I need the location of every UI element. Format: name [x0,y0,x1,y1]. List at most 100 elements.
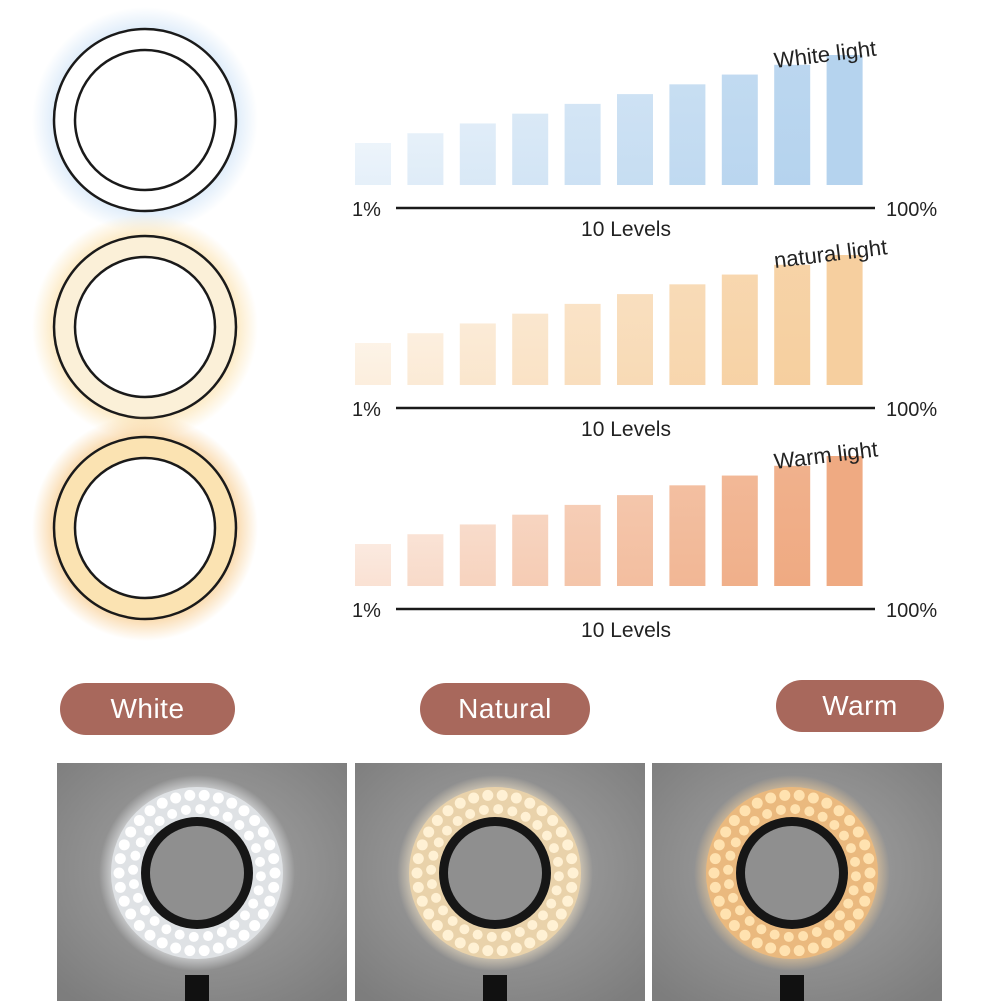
led-dot [198,789,210,801]
led-dot [184,789,196,801]
led-dot [198,945,210,957]
ring-inner-edge [73,48,217,192]
led-dot [239,910,250,921]
led-dot [749,816,760,827]
level-bar-3 [459,323,496,385]
led-dot [133,814,145,826]
led-dot [174,929,185,940]
level-bar-5 [564,303,601,385]
led-dot [821,937,833,949]
led-dot [848,885,859,896]
led-dot [844,920,856,932]
led-dot [739,825,750,836]
led-dot [268,853,280,865]
led-dot [751,797,763,809]
led-dot [250,843,261,854]
led-dot [154,816,165,827]
led-dot [118,895,130,907]
stand-mount [483,975,507,1001]
level-bar-1 [355,143,391,185]
led-dot [765,942,777,954]
min-level-label: 1% [352,199,381,221]
led-dot [423,826,435,838]
led-dot [527,919,538,930]
led-dot [824,919,835,930]
led-dot [125,908,137,920]
ring-inner-edge [73,255,217,399]
led-dot [541,830,552,841]
levels-count-label: 10 Levels [581,619,671,642]
led-dot [188,931,199,942]
led-dot [438,905,449,916]
led-dot [128,864,139,875]
max-level-label: 100% [886,600,937,622]
led-dot [843,898,854,909]
led-dot [170,792,182,804]
led-dot [238,805,250,817]
warm-light-ring-illustration [30,413,260,643]
led-dot [431,920,443,932]
led-dot [431,814,443,826]
led-dot [546,898,557,909]
led-dot [114,853,126,865]
led-dot [472,929,483,940]
max-level-label: 100% [886,199,937,221]
led-dot [514,926,525,937]
level-bar-10 [826,456,863,586]
led-dot [524,797,536,809]
led-dot [493,804,504,815]
led-dot [723,864,734,875]
level-bar-8 [721,274,758,385]
led-dot [156,797,168,809]
led-dot [859,895,871,907]
led-dot [423,908,435,920]
led-dot [864,867,876,879]
led-dot [821,797,833,809]
led-dot [459,924,470,935]
led-dot [229,919,240,930]
led-dot [144,825,155,836]
led-dot [783,931,794,942]
led-dot [226,937,238,949]
led-dot [859,839,871,851]
led-dot [468,792,480,804]
level-bar-10 [826,255,863,385]
level-bar-6 [617,94,653,185]
led-dot [203,931,214,942]
led-dot [428,850,439,861]
led-dot [536,805,548,817]
natural-mode-label: Natural [420,683,590,735]
level-bar-7 [669,485,706,586]
led-dot [709,881,721,893]
ring-inner-edge [73,456,217,600]
led-dot [713,895,725,907]
led-dot [114,881,126,893]
natural-mode-photo [355,763,645,1001]
level-bar-7 [669,284,706,385]
led-dot [779,789,791,801]
led-dot [730,837,741,848]
level-bar-9 [774,64,811,185]
led-dot [268,881,280,893]
led-dot [798,931,809,942]
led-dot [135,837,146,848]
led-dot [728,920,740,932]
led-dot [548,843,559,854]
led-dot [775,804,786,815]
natural-light-ring-illustration [30,212,260,442]
led-dot [140,905,151,916]
led-dot [238,929,250,941]
led-dot [769,929,780,940]
led-dot [507,806,518,817]
led-dot [723,879,734,890]
led-dot [144,929,156,941]
led-dot [465,809,476,820]
led-dot [555,908,567,920]
level-bar-9 [774,264,811,385]
led-dot [170,942,182,954]
led-dot [547,920,559,932]
led-dot [149,915,160,926]
led-dot [118,839,130,851]
led-dot [547,814,559,826]
